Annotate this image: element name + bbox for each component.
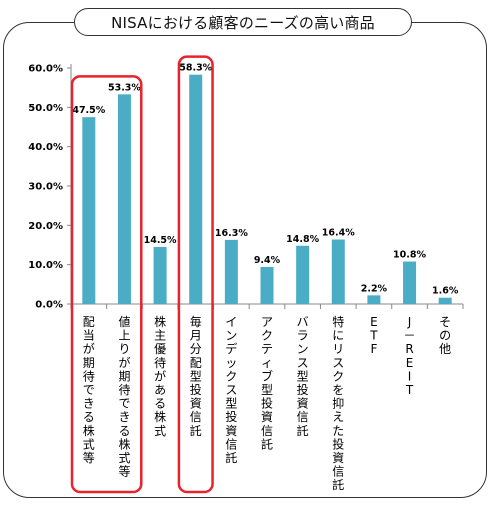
bar [224,239,238,304]
bar [260,267,274,304]
data-label: 16.4% [322,227,355,238]
category-label: 毎月分配型投資信託 [190,314,202,438]
category-labels: 配当が期待できる株式等 値上りが期待できる株式等 株主優待がある株式 毎月分配型投資信… [83,314,451,492]
highlight-boxes [70,55,214,494]
highlight-box [177,55,214,494]
category-label: アクティブ型投資信託 [261,315,273,451]
y-tick-label: 20.0% [28,221,63,232]
y-tick-label: 30.0% [28,182,63,193]
data-label: 53.3% [108,82,141,93]
data-label: 14.8% [286,234,319,245]
data-label: 58.3% [179,63,212,74]
data-label: 10.8% [393,250,426,261]
data-label: 1.6% [432,286,459,297]
bar [189,74,203,304]
category-label: その他 [439,315,451,356]
y-tick-label: 50.0% [28,103,63,114]
category-label: 値上りが期待できる株式等 [118,314,130,479]
data-labels: 47.5% 53.3% 14.5% 58.3% 16.3% 9.4% 14.8%16.4% 2… [72,63,458,297]
highlight-box [70,75,143,494]
bars [82,74,452,305]
bar [296,245,310,304]
y-tick-label: 40.0% [28,142,63,153]
y-tick-label: 0.0% [35,300,63,311]
category-label: バランス型投資信託 [297,315,309,438]
bar [331,239,345,304]
chart-title: NISAにおける顧客のニーズの高い商品 [74,8,412,36]
data-label: 9.4% [254,255,281,266]
bar [153,246,167,304]
data-label: 14.5% [144,235,177,246]
data-label: 16.3% [215,228,248,239]
bar [117,94,131,304]
category-label: 配当が期待できる株式等 [83,315,95,465]
category-label: インデックス型投資信託 [225,315,237,465]
y-tick-label: 60.0% [28,64,63,75]
data-label: 47.5% [72,105,105,116]
bar [367,295,381,304]
y-tick-label: 10.0% [28,260,63,271]
data-label: 2.2% [361,283,388,294]
category-label: 特にリスクを抑えた投資信託 [332,314,344,492]
bar [438,297,452,304]
category-label: J － R E I T [404,315,416,397]
bar [403,261,417,304]
category-label: 株主優待がある株式 [154,314,166,438]
bar [82,117,96,305]
